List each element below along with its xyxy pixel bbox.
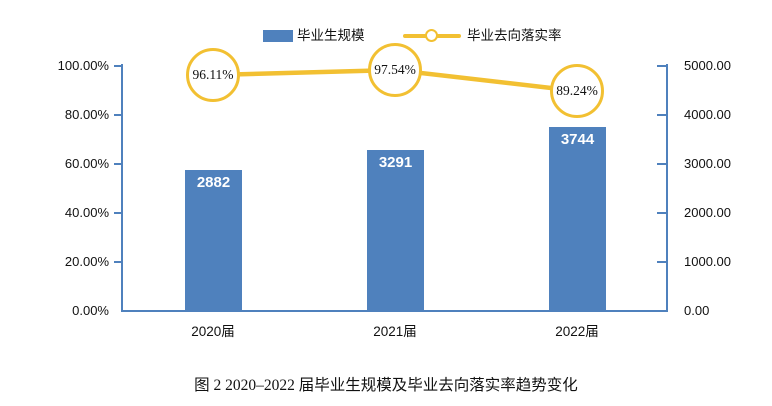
bar-2022 bbox=[549, 127, 606, 310]
right-axis-tick bbox=[657, 261, 666, 263]
right-axis-label: 4000.00 bbox=[684, 107, 731, 122]
left-axis-label: 40.00% bbox=[64, 205, 109, 220]
x-axis-label-2022: 2022届 bbox=[555, 324, 599, 339]
left-axis-tick bbox=[114, 212, 123, 214]
legend-item-bar-label: 毕业生规模 bbox=[297, 28, 365, 43]
right-y-axis bbox=[666, 64, 668, 311]
figure-caption: 图 2 2020–2022 届毕业生规模及毕业去向落实率趋势变化 bbox=[194, 377, 578, 394]
bar-data-label: 3744 bbox=[560, 131, 595, 148]
x-axis-label-2021: 2021届 bbox=[373, 324, 417, 339]
left-axis-label: 60.00% bbox=[64, 156, 109, 171]
left-axis-label: 100.00% bbox=[57, 58, 109, 73]
right-axis-label: 2000.00 bbox=[684, 205, 731, 220]
left-axis-label: 80.00% bbox=[64, 107, 109, 122]
legend-line-marker-icon bbox=[425, 29, 438, 42]
left-axis-label: 20.00% bbox=[64, 254, 109, 269]
rate-marker-2020: 96.11% bbox=[186, 48, 240, 102]
left-axis-tick bbox=[114, 163, 123, 165]
right-axis-label: 5000.00 bbox=[684, 58, 731, 73]
left-axis-tick bbox=[114, 261, 123, 263]
legend-item-line-label: 毕业去向落实率 bbox=[467, 28, 562, 43]
legend-bar-swatch bbox=[263, 30, 293, 42]
right-axis-label: 3000.00 bbox=[684, 156, 731, 171]
right-axis-label: 1000.00 bbox=[684, 254, 731, 269]
rate-marker-2022: 89.24% bbox=[550, 64, 604, 118]
right-axis-tick bbox=[657, 65, 666, 67]
left-axis-tick bbox=[114, 114, 123, 116]
right-axis-tick bbox=[657, 114, 666, 116]
bar-2020 bbox=[185, 170, 242, 310]
x-axis bbox=[121, 310, 668, 312]
right-axis-label: 0.00 bbox=[684, 303, 710, 318]
bar-data-label: 2882 bbox=[196, 174, 231, 191]
bar-2021 bbox=[367, 150, 424, 310]
chart-legend: 毕业生规模 毕业去向落实率 bbox=[0, 0, 772, 50]
right-axis-tick bbox=[657, 163, 666, 165]
x-axis-label-2020: 2020届 bbox=[191, 324, 235, 339]
bar-data-label: 3291 bbox=[378, 154, 413, 171]
left-axis-tick bbox=[114, 65, 123, 67]
right-axis-tick bbox=[657, 212, 666, 214]
left-y-axis bbox=[121, 64, 123, 311]
rate-marker-2021: 97.54% bbox=[368, 43, 422, 97]
left-axis-label: 0.00% bbox=[72, 303, 109, 318]
